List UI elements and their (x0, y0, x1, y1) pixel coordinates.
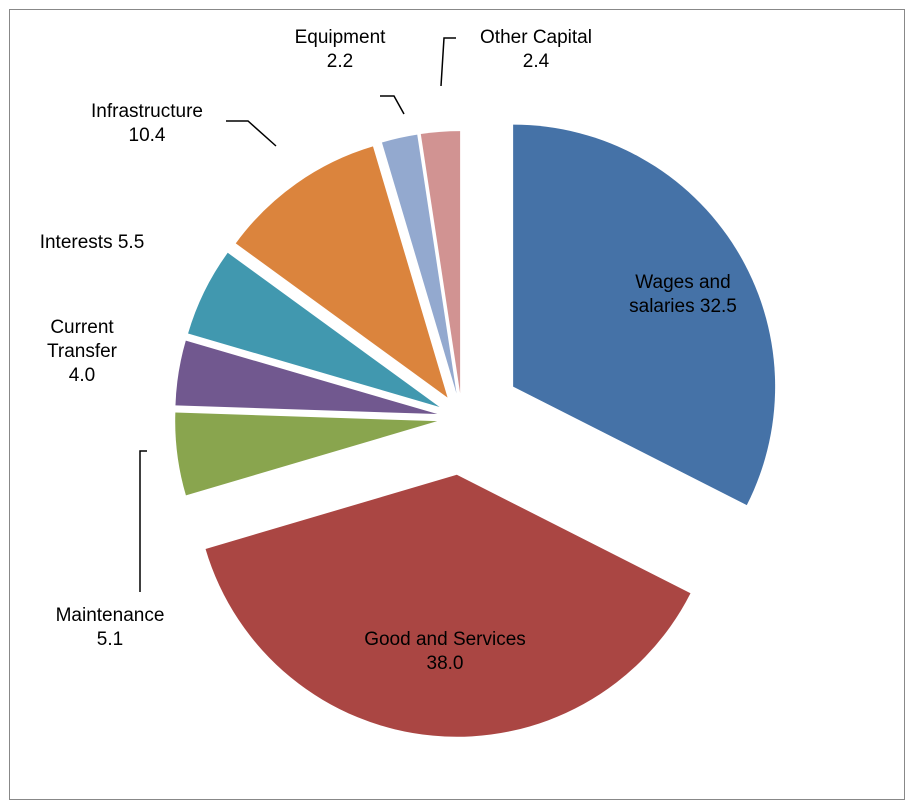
category-label: Current Transfer (46, 317, 118, 362)
slice-label: Interests 5.5 (7, 231, 177, 255)
category-label: Maintenance (55, 605, 165, 626)
value-label: 2.2 (326, 51, 354, 72)
pie-slice (205, 474, 691, 737)
slice-label: Other Capital 2.4 (456, 26, 616, 74)
value-label: 10.4 (128, 125, 166, 146)
value-label: 5.5 (117, 232, 145, 253)
category-label: Good and Services (364, 629, 526, 650)
pie-slice (420, 131, 461, 394)
chart-border (9, 9, 905, 800)
slice-label: Wages and salaries 32.5 (603, 271, 763, 319)
category-label: Infrastructure (91, 101, 203, 122)
category-label: Equipment (294, 27, 386, 48)
slice-label: Current Transfer 4.0 (32, 316, 132, 388)
value-label: 32.5 (699, 296, 737, 317)
slice-label: Good and Services 38.0 (355, 628, 535, 676)
value-label: 2.4 (522, 51, 550, 72)
category-label: Wages and salaries (629, 272, 731, 317)
pie-slice (175, 412, 438, 496)
leader-line (380, 95, 405, 115)
leader-line (139, 450, 147, 592)
value-label: 4.0 (68, 365, 96, 386)
pie-slice (235, 146, 448, 398)
value-label: 5.1 (96, 629, 124, 650)
slice-label: Infrastructure 10.4 (62, 100, 232, 148)
category-label: Interests (39, 232, 113, 253)
leader-lines (139, 37, 456, 592)
pie-slice (188, 252, 440, 407)
leader-line (226, 120, 277, 147)
pie-slice (381, 134, 457, 394)
leader-line (440, 37, 456, 87)
pie-slice (175, 340, 438, 415)
pie-slice (513, 124, 776, 506)
category-label: Other Capital (480, 27, 592, 48)
slice-label: Equipment 2.2 (280, 26, 400, 74)
value-label: 38.0 (426, 653, 464, 674)
slice-label: Maintenance 5.1 (25, 604, 195, 652)
